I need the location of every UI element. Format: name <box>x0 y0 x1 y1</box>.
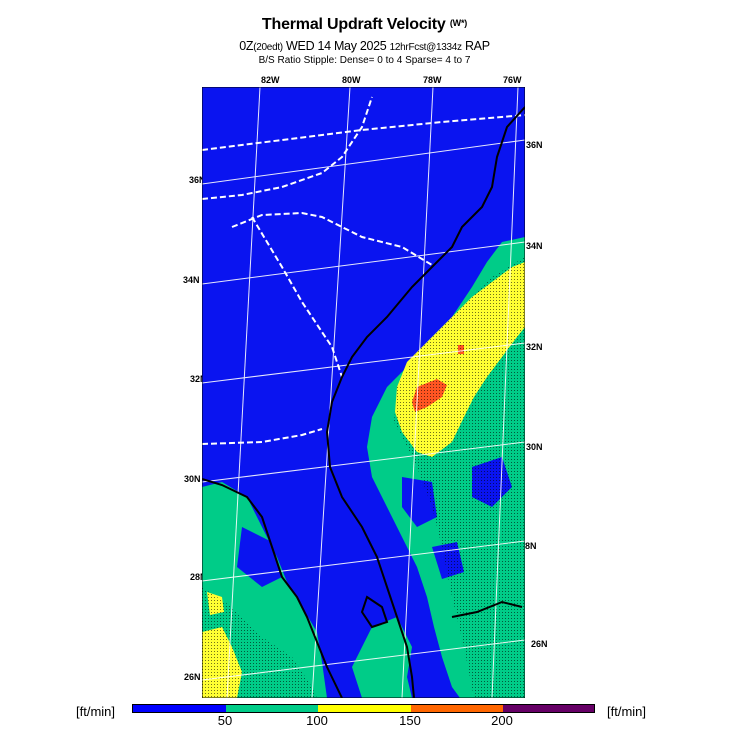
lon-label-82w: 82W <box>261 75 280 85</box>
map-panel <box>202 87 525 698</box>
lat-label-left-32n: 32N <box>190 374 207 384</box>
stipple-note: B/S Ratio Stipple: Dense= 0 to 4 Sparse=… <box>258 55 471 66</box>
legend-swatch-150-200 <box>411 705 503 712</box>
lat-label-left-26n: 26N <box>184 672 201 682</box>
lat-label-left-30n: 30N <box>184 474 201 484</box>
map-subtitle: 0Z(20edt) WED 14 May 2025 12hrFcst@1334z… <box>239 39 490 53</box>
legend-tick-100: 100 <box>306 713 328 728</box>
coastline <box>202 106 525 698</box>
lat-label-right-28n: 28N <box>520 541 537 551</box>
lat-label-right-34n: 34N <box>526 241 543 251</box>
lon-label-80w: 80W <box>342 75 361 85</box>
legend-swatch-0-50 <box>133 705 226 712</box>
lat-label-left-28n: 28N <box>190 572 207 582</box>
lat-label-right-32n: 32N <box>526 342 543 352</box>
legend-swatch-200-plus <box>503 705 594 712</box>
stipple-overlay-florida <box>202 587 317 698</box>
lat-label-right-30n: 30N <box>526 442 543 452</box>
title-unit: (W*) <box>449 18 468 28</box>
legend-tick-50: 50 <box>217 713 233 728</box>
lat-label-right-26n: 26N <box>531 639 548 649</box>
legend-swatch-50-100 <box>226 705 318 712</box>
state-borders <box>202 96 525 445</box>
legend-unit-left: [ft/min] <box>76 704 116 719</box>
lat-label-left-36n: 36N <box>189 175 206 185</box>
lat-label-left-34n: 34N <box>183 275 200 285</box>
lon-label-76w: 76W <box>503 75 522 85</box>
legend-tick-200: 200 <box>491 713 513 728</box>
lat-label-right-36n: 36N <box>526 140 543 150</box>
legend-tick-150: 150 <box>399 713 421 728</box>
stipple-overlay-offshore <box>394 257 525 698</box>
legend-unit-right: [ft/min] <box>607 704 647 719</box>
legend-colorbar <box>132 704 595 713</box>
legend-swatch-100-150 <box>318 705 411 712</box>
graticule <box>202 87 525 698</box>
lon-label-78w: 78W <box>423 75 442 85</box>
map-title: Thermal Updraft Velocity (W*) <box>261 16 468 33</box>
